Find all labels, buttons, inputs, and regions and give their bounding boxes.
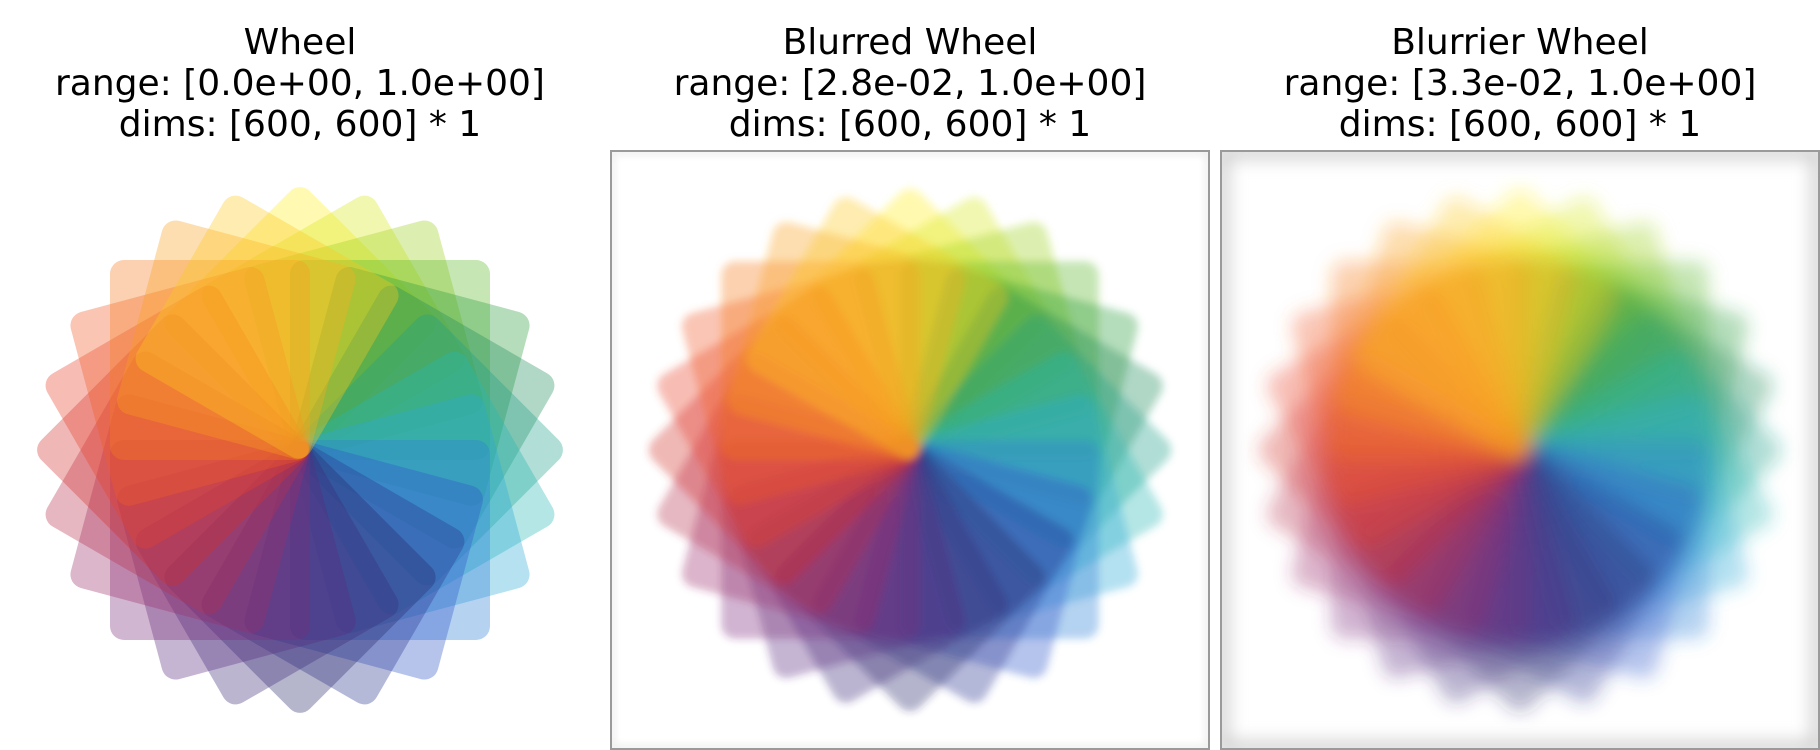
petal-2 — [244, 220, 483, 460]
petal-16 — [70, 394, 310, 633]
title-name: Wheel — [243, 22, 357, 63]
petal-15 — [110, 440, 310, 640]
title-dims: dims: [600, 600] * 1 — [118, 104, 482, 145]
petal-1 — [201, 195, 465, 459]
panel-title: Wheel range: [0.0e+00, 1.0e+00] dims: [6… — [0, 22, 600, 145]
panel-title: Blurrier Wheel range: [3.3e-02, 1.0e+00]… — [1220, 22, 1820, 145]
petal-0 — [164, 187, 436, 459]
petal-6 — [291, 314, 563, 586]
petal-22 — [117, 220, 356, 460]
title-range: range: [0.0e+00, 1.0e+00] — [55, 63, 545, 104]
petal-23 — [746, 197, 1008, 459]
petal-13 — [135, 441, 399, 705]
petal-20 — [70, 267, 310, 506]
petal-9 — [290, 440, 490, 640]
panel-title: Blurred Wheel range: [2.8e-02, 1.0e+00] … — [610, 22, 1210, 145]
wheel-svg — [612, 152, 1208, 748]
title-name: Blurrier Wheel — [1391, 22, 1649, 63]
wheel-svg — [0, 150, 600, 750]
petal-5 — [291, 285, 555, 549]
petal-10 — [244, 440, 483, 680]
blurred-wheel-image — [610, 150, 1210, 750]
wheel-svg — [1222, 152, 1818, 748]
wheel-image — [0, 150, 600, 750]
image-background — [0, 150, 600, 750]
petal-14 — [117, 440, 356, 680]
petal-19 — [45, 285, 309, 549]
petal-11 — [201, 441, 465, 705]
petal-group — [648, 188, 1172, 712]
petal-group — [1258, 188, 1782, 712]
petal-group — [37, 187, 563, 713]
petal-8 — [290, 394, 530, 633]
petal-23 — [135, 195, 399, 459]
petal-3 — [290, 260, 490, 460]
title-range: range: [3.3e-02, 1.0e+00] — [1283, 63, 1757, 104]
petal-17 — [45, 351, 309, 615]
petal-4 — [290, 267, 530, 506]
petal-21 — [110, 260, 310, 460]
blurrier-wheel-image — [1220, 150, 1820, 750]
petal-12 — [164, 441, 436, 713]
title-name: Blurred Wheel — [782, 22, 1038, 63]
petal-23 — [1356, 197, 1618, 459]
title-dims: dims: [600, 600] * 1 — [1338, 104, 1702, 145]
petal-7 — [291, 351, 555, 615]
title-range: range: [2.8e-02, 1.0e+00] — [673, 63, 1147, 104]
title-dims: dims: [600, 600] * 1 — [728, 104, 1092, 145]
petal-18 — [37, 314, 309, 586]
